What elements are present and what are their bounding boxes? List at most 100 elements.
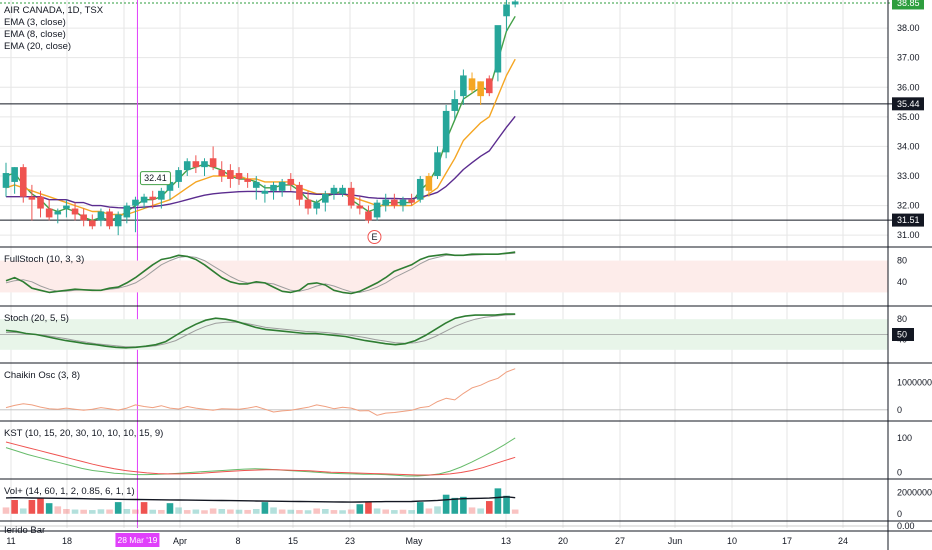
- earnings-marker-label: E: [371, 232, 377, 242]
- x-axis-label: May: [405, 536, 423, 546]
- chaikin-tick: 0: [897, 405, 902, 415]
- fullstoch-panel[interactable]: [0, 251, 888, 295]
- last-price-tag: 38.85: [897, 0, 920, 8]
- candle: [218, 170, 226, 177]
- volume-bar: [330, 510, 338, 514]
- volume-bar: [373, 508, 381, 514]
- volume-bar: [244, 509, 251, 514]
- volume-bar: [89, 510, 96, 514]
- candle: [19, 167, 27, 197]
- volume-bar: [416, 502, 424, 514]
- candle: [106, 211, 113, 227]
- candle: [37, 196, 44, 209]
- candle: [227, 170, 234, 179]
- candle: [183, 161, 191, 171]
- x-axis-label: 24: [838, 536, 848, 546]
- candle: [261, 190, 269, 194]
- volume-bar: [28, 500, 36, 514]
- volume-bar: [339, 510, 346, 514]
- candle: [209, 158, 217, 168]
- volume-bar: [460, 496, 467, 514]
- stoch-label: Stoch (20, 5, 5): [4, 313, 69, 324]
- volume-panel[interactable]: [2, 488, 519, 514]
- price-tick: 33.00: [897, 171, 920, 181]
- volume-bar: [425, 508, 433, 514]
- volume-bar: [63, 509, 70, 514]
- volume-bar: [183, 510, 191, 514]
- x-axis-label: 20: [558, 536, 568, 546]
- volume-bar: [123, 509, 131, 514]
- volume-bar: [494, 488, 502, 514]
- axes: 38.00 37.00 36.00 35.00 34.00 33.00 32.00 31.00…: [6, 0, 932, 550]
- candle: [89, 220, 96, 227]
- candle: [347, 187, 355, 206]
- volume-bar: [322, 509, 329, 514]
- candles: 32.41 E: [2, 0, 519, 244]
- volume-bar: [261, 502, 269, 514]
- volume-bar: [442, 494, 450, 514]
- candle: [322, 193, 329, 203]
- candle: [339, 187, 346, 194]
- volume-bar: [356, 504, 364, 514]
- candle: [296, 184, 303, 200]
- volume-bar: [252, 509, 260, 514]
- volume-bar: [192, 509, 200, 514]
- price-tick: 32.00: [897, 201, 920, 211]
- panel-dividers: [0, 246, 932, 532]
- volume-bar: [80, 509, 87, 514]
- candle: [114, 214, 122, 227]
- last-price-tag-bg: [892, 0, 924, 10]
- stoch-tag-bg: [892, 328, 914, 341]
- candle: [192, 161, 200, 168]
- fullstoch-label: FullStoch (10, 3, 3): [4, 254, 84, 265]
- volume-bar: [270, 507, 277, 514]
- chaikin-panel[interactable]: [0, 368, 888, 416]
- volume-bar: [218, 509, 226, 514]
- candle: [123, 205, 131, 218]
- candle: [63, 205, 70, 209]
- kst-tick: 0: [897, 468, 902, 478]
- candle: [244, 178, 251, 182]
- x-axis-label: 15: [288, 536, 298, 546]
- chaikin-line: [5, 368, 516, 416]
- chaikin-tick: 1000000: [897, 377, 932, 387]
- candle: [158, 190, 165, 200]
- kst-panel[interactable]: [5, 437, 516, 477]
- volume-tick: 2000000: [897, 488, 932, 498]
- ema-lines: [5, 15, 516, 222]
- volume-bar: [477, 508, 484, 514]
- candle: [356, 205, 364, 209]
- candle: [511, 1, 519, 5]
- earnings-marker: [367, 230, 382, 244]
- price-tag: 35.44: [897, 99, 920, 109]
- volume-bar: [304, 510, 312, 514]
- stoch-panel[interactable]: [0, 313, 888, 350]
- x-axis-label: 27: [615, 536, 625, 546]
- ema-line-0: [5, 15, 516, 222]
- candle: [425, 176, 433, 191]
- candle: [235, 173, 243, 179]
- volume-bar: [132, 509, 139, 514]
- volume-bar: [54, 506, 62, 514]
- volume-bar: [451, 497, 459, 514]
- cursor-value: 32.41: [144, 173, 167, 183]
- price-tag-bg: [892, 213, 924, 227]
- volume-bar: [503, 495, 510, 514]
- volume-bar: [485, 501, 493, 514]
- candle: [45, 208, 53, 218]
- candle: [503, 4, 510, 17]
- volume-bar: [37, 497, 44, 514]
- volume-tick: 0: [897, 509, 902, 519]
- volume-bar: [166, 503, 174, 514]
- volume-bar: [71, 509, 79, 514]
- candle: [166, 181, 174, 191]
- candle: [28, 196, 36, 200]
- volume-bar: [2, 507, 10, 514]
- legend-ema20: EMA (20, close): [4, 41, 71, 52]
- candle: [399, 199, 407, 206]
- volume-label: Vol+ (14, 60, 1, 2, 0.85, 6, 1, 1): [4, 486, 135, 497]
- volume-bar: [313, 508, 320, 514]
- volume-average-line: [5, 496, 516, 503]
- price-tick: 34.00: [897, 141, 920, 151]
